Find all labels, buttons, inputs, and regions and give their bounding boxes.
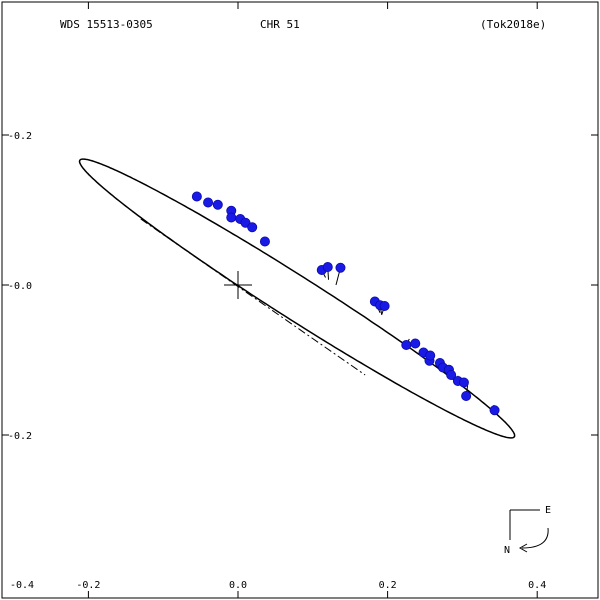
observation-point [458,377,469,388]
observation-point [247,222,258,233]
observation-point [212,199,223,210]
observation-point [425,350,436,361]
compass-axes [509,509,540,540]
observation-point [446,369,457,380]
observation-point [401,339,412,350]
header-reference: (Tok2018e) [480,18,546,31]
y-tick-label: -0.2 [8,131,32,142]
observation-point [410,338,421,349]
x-tick-label: -0.4 [10,580,34,591]
x-tick-label: 0.4 [528,580,546,591]
observation-point [226,212,237,223]
observation-points [191,191,500,416]
x-tick-label: 0.2 [379,580,397,591]
observation-point [335,262,346,273]
header-designation: WDS 15513-0305 [60,18,153,31]
primary-star-cross [224,271,252,299]
compass: E N [504,505,551,556]
observation-point [461,390,472,401]
header-discoverer-code: CHR 51 [260,18,300,31]
compass-north-label: N [504,545,510,556]
x-tick-label: 0.0 [229,580,247,591]
line-of-nodes [140,218,366,376]
observation-point [191,191,202,202]
y-axis-ticks: -0.2 -0.0 -0.2 [2,131,598,442]
observation-point [379,300,390,311]
x-tick-label: -0.2 [76,580,100,591]
orbit-ellipse [78,158,516,439]
orbit-path [78,158,516,439]
y-tick-label: -0.0 [8,281,32,292]
observation-point [259,236,270,247]
y-tick-label: -0.2 [8,431,32,442]
observation-point [322,261,333,272]
observation-point [203,197,214,208]
compass-arrow-head [518,543,528,553]
observation-point [489,405,500,416]
compass-rotation-arrow [521,527,549,549]
compass-east-label: E [545,505,551,516]
x-axis-ticks: -0.4 -0.2 0.0 0.2 0.4 [10,2,546,598]
line-of-nodes-segment [140,218,366,376]
